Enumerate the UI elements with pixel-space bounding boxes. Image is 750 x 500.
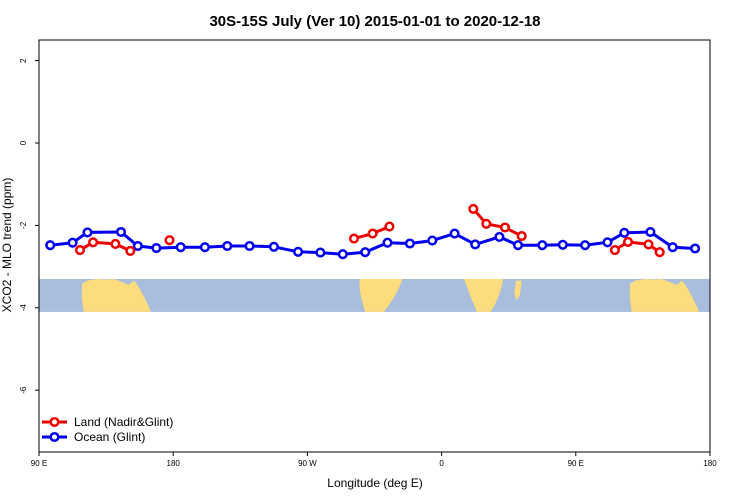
legend-swatch-point: [49, 431, 60, 443]
map-strip: [39, 278, 710, 312]
series-land-point: [348, 233, 360, 244]
series-ocean-point: [470, 239, 481, 250]
legend: Land (Nadir&Glint)Ocean (Glint): [42, 415, 173, 444]
series-ocean-point: [82, 227, 93, 238]
series-ocean-point: [175, 242, 186, 253]
series-land-line: [472, 207, 523, 238]
series-ocean-point: [690, 243, 701, 254]
legend-label: Land (Nadir&Glint): [74, 415, 173, 429]
series-land-line: [614, 240, 661, 254]
chart-title: 30S-15S July (Ver 10) 2015-01-01 to 2020…: [209, 13, 540, 30]
map-land-island-b: [644, 286, 649, 290]
x-tick-label: 90 E: [31, 459, 47, 468]
series-land-point: [88, 237, 99, 248]
y-tick-label: -4: [19, 304, 28, 312]
x-axis: 90 E 180 90 W 0 90 E 180: [31, 452, 717, 468]
series-land-point: [125, 245, 136, 256]
y-axis: 2 0 -2 -4 -6: [19, 58, 39, 394]
legend-item-ocean: Ocean (Glint): [42, 430, 145, 444]
series-land-point: [516, 231, 527, 242]
series-ocean-point: [580, 240, 591, 251]
series-ocean-point: [557, 239, 568, 250]
y-tick-label: -2: [19, 221, 28, 229]
series-ocean-point: [67, 237, 78, 248]
series-land: [74, 203, 665, 258]
series-ocean-point: [199, 242, 210, 253]
series-ocean-point: [115, 226, 127, 238]
x-tick-label: 90 W: [298, 459, 317, 468]
y-tick-label: 2: [19, 58, 28, 63]
x-tick-label: 0: [439, 459, 444, 468]
x-axis-label: Longitude (deg E): [327, 476, 422, 490]
series-land-point: [654, 247, 665, 258]
series-land-point: [643, 239, 654, 250]
series-ocean: [45, 226, 701, 260]
x-tick-label: 180: [703, 459, 717, 468]
series-ocean-point: [222, 240, 233, 252]
series-land-line: [79, 240, 131, 253]
series-land-point: [481, 218, 492, 229]
series-land-point: [110, 238, 121, 249]
series-ocean-point: [337, 249, 348, 260]
series-ocean-point: [537, 240, 548, 251]
series-land-point: [74, 245, 86, 256]
series-land-point: [468, 203, 479, 214]
series-ocean-point: [494, 231, 505, 242]
plot-frame: [38, 39, 711, 453]
series-land-point: [622, 236, 634, 247]
series-ocean-point: [360, 247, 371, 258]
series-ocean-point: [382, 237, 393, 248]
series-ocean-point: [602, 237, 613, 248]
series-ocean-point: [619, 227, 630, 238]
map-land-africa: [464, 279, 504, 312]
series-land-point: [367, 228, 378, 239]
series-land-point: [164, 235, 175, 246]
y-tick-label: 0: [19, 140, 28, 145]
series-layer: [45, 203, 701, 260]
series-ocean-point: [244, 240, 255, 252]
series-land-point: [384, 221, 395, 232]
series-ocean-point: [132, 240, 143, 252]
series-ocean-point: [293, 246, 304, 257]
series-ocean-point: [667, 242, 678, 253]
map-land-madagascar: [514, 280, 522, 301]
legend-label: Ocean (Glint): [74, 430, 145, 444]
series-ocean-point: [449, 228, 460, 239]
y-axis-label: XCO2 - MLO trend (ppm): [0, 178, 14, 313]
series-ocean-point: [315, 247, 326, 258]
series-ocean-point: [645, 226, 656, 238]
x-tick-label: 90 E: [568, 459, 584, 468]
map-land-australia: [81, 279, 151, 312]
series-ocean-point: [151, 243, 162, 254]
series-land-point: [609, 245, 620, 256]
map-land-south-america: [359, 279, 403, 312]
series-ocean-point: [512, 240, 524, 251]
map-land-island-a: [109, 286, 114, 290]
x-tick-label: 180: [167, 459, 181, 468]
y-tick-label: -6: [19, 386, 28, 394]
series-ocean-point: [45, 240, 56, 251]
series-ocean-point: [268, 241, 279, 252]
series-ocean-point: [404, 238, 415, 249]
series-ocean-point: [427, 235, 438, 246]
series-land-point: [499, 222, 511, 233]
legend-swatch-point: [49, 416, 60, 428]
legend-item-land: Land (Nadir&Glint): [42, 415, 173, 429]
